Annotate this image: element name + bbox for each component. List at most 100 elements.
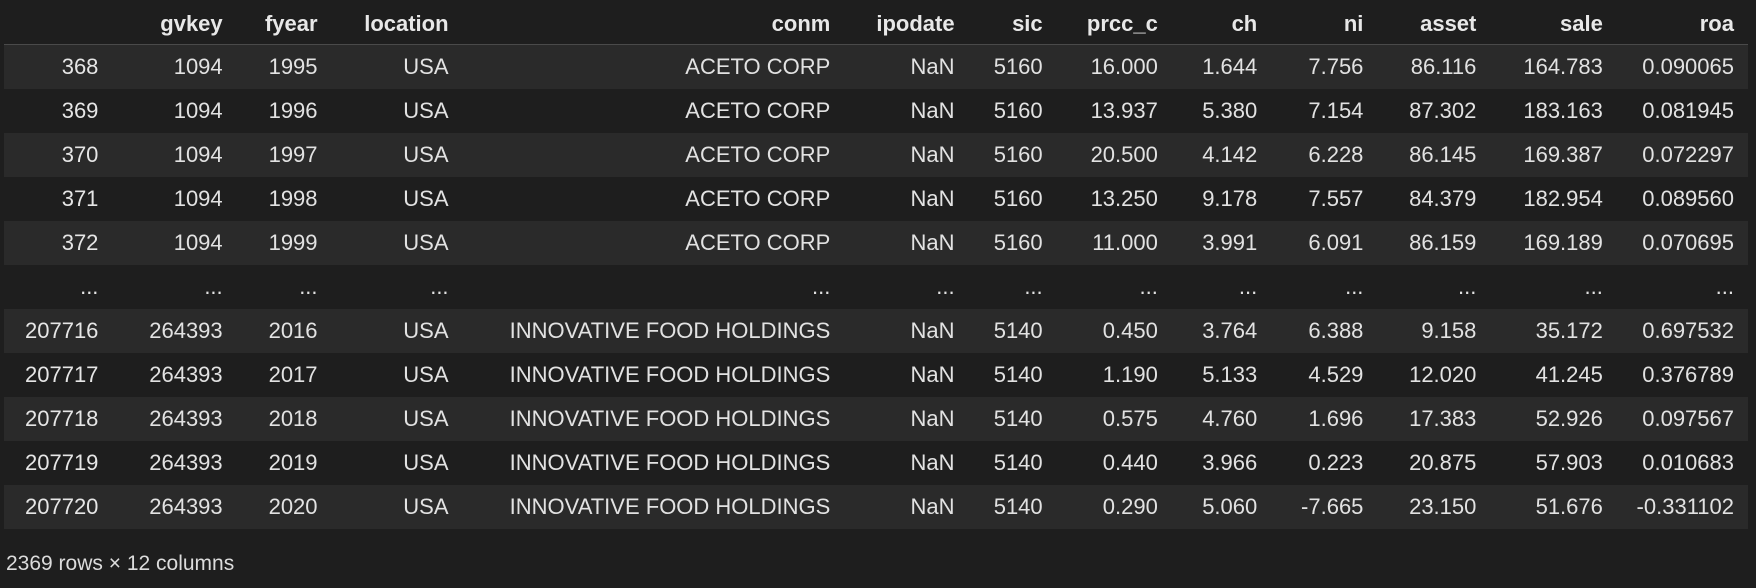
- cell-sale: 57.903: [1535, 450, 1603, 475]
- cell-sic: 5140: [993, 450, 1043, 475]
- cell-roa: 0.376789: [1642, 362, 1734, 387]
- cell-roa: 0.081945: [1642, 98, 1734, 123]
- cell-sic: 5140: [993, 494, 1043, 519]
- cell-sale: 35.172: [1535, 318, 1603, 343]
- row-index-cell: 371: [61, 186, 99, 211]
- cell-fyear: 2017: [268, 362, 318, 387]
- row-index-cell: 207719: [25, 450, 99, 475]
- cell-ni: 6.388: [1308, 318, 1364, 343]
- table-row: .......................................: [4, 265, 1748, 309]
- cell-gvkey: ...: [204, 274, 223, 299]
- cell-location: USA: [403, 54, 449, 79]
- cell-gvkey: 1094: [173, 98, 223, 123]
- cell-prcc_c: 11.000: [1092, 230, 1158, 255]
- dataframe-table: gvkey fyear location conm ipodate sic prcc_c ch…: [4, 4, 1748, 529]
- column-header-ch: ch: [1171, 4, 1272, 45]
- table-row: 372 1094 1999 USA ACETO CORP NaN 5160 11.000 3.9…: [4, 221, 1748, 265]
- cell-sic: 5160: [993, 98, 1043, 123]
- cell-ipodate: NaN: [910, 494, 955, 519]
- cell-ch: 3.966: [1202, 450, 1258, 475]
- cell-ch: 4.760: [1202, 406, 1258, 431]
- column-header-asset: asset: [1377, 4, 1491, 45]
- cell-asset: 86.116: [1410, 54, 1477, 79]
- cell-ni: 1.696: [1308, 406, 1364, 431]
- column-header-conm: conm: [462, 4, 845, 45]
- cell-asset: 86.145: [1409, 142, 1477, 167]
- cell-ni: 6.228: [1308, 142, 1364, 167]
- cell-ipodate: NaN: [910, 362, 955, 387]
- cell-ipodate: NaN: [910, 54, 955, 79]
- row-index-cell: 207718: [25, 406, 99, 431]
- cell-ni: 7.154: [1308, 98, 1364, 123]
- cell-fyear: 1997: [268, 142, 318, 167]
- cell-prcc_c: 0.290: [1102, 494, 1158, 519]
- cell-roa: 0.697532: [1642, 318, 1734, 343]
- cell-ch: 5.060: [1202, 494, 1258, 519]
- cell-fyear: 2020: [268, 494, 318, 519]
- cell-roa: 0.097567: [1642, 406, 1734, 431]
- cell-asset: 20.875: [1409, 450, 1477, 475]
- cell-gvkey: 264393: [149, 362, 223, 387]
- cell-sic: 5140: [993, 406, 1043, 431]
- row-index-cell: 207716: [25, 318, 99, 343]
- cell-conm: INNOVATIVE FOOD HOLDINGS: [509, 318, 831, 343]
- cell-ni: ...: [1345, 274, 1364, 299]
- cell-asset: 23.150: [1409, 494, 1477, 519]
- table-row: 370 1094 1997 USA ACETO CORP NaN 5160 20.500 4.1…: [4, 133, 1748, 177]
- cell-conm: INNOVATIVE FOOD HOLDINGS: [509, 406, 831, 431]
- cell-fyear: ...: [299, 274, 318, 299]
- cell-conm: INNOVATIVE FOOD HOLDINGS: [509, 494, 831, 519]
- table-row: 207718 264393 2018 USA INNOVATIVE FOOD HOLDI…: [4, 397, 1748, 441]
- cell-sic: 5140: [993, 318, 1043, 343]
- cell-roa: ...: [1715, 274, 1734, 299]
- dataframe-shape-label: 2369 rows × 12 columns: [6, 552, 235, 575]
- column-header-roa: roa: [1616, 4, 1748, 45]
- cell-roa: 0.072297: [1642, 142, 1734, 167]
- column-header-sic: sic: [968, 4, 1057, 45]
- cell-ni: 0.223: [1308, 450, 1364, 475]
- cell-prcc_c: 13.937: [1090, 98, 1158, 123]
- cell-ipodate: NaN: [910, 318, 955, 343]
- cell-ch: 5.133: [1202, 362, 1258, 387]
- row-index-cell: ...: [80, 274, 99, 299]
- row-index-cell: 369: [61, 98, 99, 123]
- cell-location: USA: [403, 362, 449, 387]
- table-header: gvkey fyear location conm ipodate sic prcc_c ch…: [4, 4, 1748, 45]
- cell-location: USA: [403, 98, 449, 123]
- cell-ni: 7.756: [1308, 54, 1364, 79]
- column-header-ni: ni: [1271, 4, 1378, 45]
- cell-roa: 0.070695: [1642, 230, 1734, 255]
- cell-sic: 5160: [993, 142, 1043, 167]
- cell-sale: 169.189: [1523, 230, 1603, 255]
- cell-location: USA: [403, 450, 449, 475]
- row-index-cell: 368: [61, 54, 99, 79]
- column-header-location: location: [331, 4, 463, 45]
- cell-fyear: 2018: [268, 406, 318, 431]
- cell-conm: INNOVATIVE FOOD HOLDINGS: [509, 450, 831, 475]
- cell-gvkey: 264393: [149, 494, 223, 519]
- cell-ch: 3.991: [1202, 230, 1258, 255]
- cell-fyear: 2016: [268, 318, 318, 343]
- cell-location: ...: [430, 274, 449, 299]
- cell-location: USA: [403, 406, 449, 431]
- cell-asset: ...: [1458, 274, 1477, 299]
- cell-sic: 5160: [993, 230, 1043, 255]
- cell-conm: ACETO CORP: [685, 54, 831, 79]
- cell-sale: 183.163: [1523, 98, 1603, 123]
- cell-ch: 1.644: [1202, 54, 1258, 79]
- cell-gvkey: 264393: [149, 406, 223, 431]
- cell-fyear: 1995: [268, 54, 318, 79]
- cell-ni: 7.557: [1308, 186, 1364, 211]
- cell-location: USA: [403, 186, 449, 211]
- row-index-cell: 372: [61, 230, 99, 255]
- cell-ipodate: NaN: [910, 230, 955, 255]
- column-header-prcc_c: prcc_c: [1056, 4, 1172, 45]
- table-row: 369 1094 1996 USA ACETO CORP NaN 5160 13.937 5.3…: [4, 89, 1748, 133]
- cell-ch: 3.764: [1202, 318, 1258, 343]
- table-row: 207716 264393 2016 USA INNOVATIVE FOOD HOLDI…: [4, 309, 1748, 353]
- cell-fyear: 1999: [268, 230, 318, 255]
- cell-sale: 41.245: [1535, 362, 1603, 387]
- cell-prcc_c: 13.250: [1090, 186, 1158, 211]
- cell-roa: 0.010683: [1642, 450, 1734, 475]
